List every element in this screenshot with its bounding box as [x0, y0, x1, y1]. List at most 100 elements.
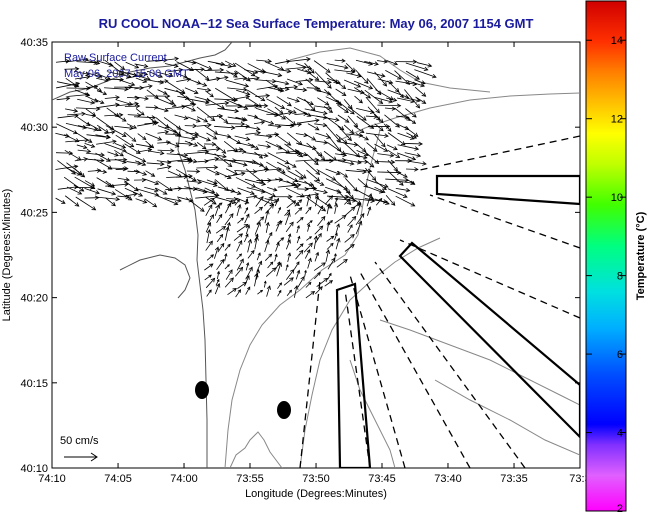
current-vector — [277, 289, 282, 297]
current-vector — [374, 71, 388, 87]
current-vector — [134, 63, 149, 69]
current-vector — [266, 267, 277, 277]
current-vector — [244, 178, 267, 186]
current-vector — [374, 186, 386, 193]
current-vector — [206, 289, 212, 297]
current-vector — [185, 197, 205, 212]
current-vector — [74, 74, 91, 80]
current-vector — [344, 159, 362, 165]
current-vector — [114, 61, 126, 71]
current-vector — [277, 182, 302, 188]
current-vector — [74, 168, 86, 178]
current-vector — [234, 169, 258, 174]
current-vector — [245, 130, 262, 136]
current-vector — [396, 97, 416, 104]
current-vector — [245, 262, 250, 271]
current-vector — [303, 242, 313, 253]
current-vector — [306, 169, 321, 182]
current-vector — [296, 216, 304, 224]
current-vector — [213, 246, 220, 259]
current-vector — [335, 88, 347, 96]
current-vector — [55, 164, 79, 170]
current-vector — [185, 131, 200, 137]
current-vector — [296, 243, 304, 251]
current-vector — [214, 71, 239, 76]
current-vector — [194, 61, 213, 71]
current-vector — [206, 229, 212, 244]
current-vector — [74, 131, 93, 143]
current-vector — [316, 277, 329, 288]
current-vector — [354, 95, 363, 104]
current-vector — [157, 148, 175, 153]
legend-subtitle: May 06, 2007 15:00 GMT — [64, 68, 189, 80]
current-vector — [317, 205, 324, 215]
current-vector — [397, 132, 415, 140]
current-vector — [334, 197, 338, 205]
current-vector — [334, 69, 356, 75]
current-vector — [197, 146, 221, 152]
current-vector — [266, 132, 280, 137]
current-vector — [227, 288, 237, 296]
current-vector — [234, 76, 248, 81]
current-vector — [204, 141, 217, 147]
current-vector — [225, 269, 233, 280]
current-vector — [326, 202, 331, 215]
current-vector — [177, 95, 190, 100]
current-vector — [263, 280, 267, 288]
y-tick-label: 40:30 — [20, 122, 48, 134]
current-vector — [285, 239, 291, 250]
current-vector — [314, 225, 324, 235]
current-vector — [233, 233, 244, 241]
current-vector — [74, 157, 89, 162]
current-vector — [256, 252, 261, 261]
current-vector — [336, 258, 348, 268]
current-vector — [295, 149, 308, 157]
current-vector — [214, 203, 221, 217]
current-vector — [266, 285, 271, 297]
current-vector — [313, 60, 331, 73]
current-vector — [115, 99, 133, 106]
current-vector — [293, 261, 300, 270]
current-vector — [105, 125, 127, 137]
current-vector — [276, 262, 283, 277]
current-vector — [165, 141, 180, 148]
current-vector — [205, 100, 230, 106]
current-vector — [405, 108, 417, 118]
current-vector — [287, 252, 292, 263]
current-vector — [333, 79, 347, 90]
current-vector — [104, 130, 116, 135]
current-vector — [214, 282, 221, 295]
current-vector — [386, 59, 399, 66]
current-vector — [326, 221, 331, 232]
current-vector — [334, 202, 339, 214]
current-vector — [387, 149, 401, 159]
current-vector — [155, 56, 180, 62]
current-vector — [334, 58, 346, 63]
current-vector — [295, 77, 314, 83]
current-vector — [286, 57, 311, 63]
current-vector — [275, 219, 282, 232]
current-vector — [205, 204, 213, 217]
current-vector — [396, 89, 404, 99]
current-vector — [64, 195, 80, 207]
current-vector — [306, 193, 312, 207]
current-vector — [356, 107, 375, 114]
current-vector — [187, 116, 201, 123]
current-vector — [395, 187, 411, 193]
current-vector — [264, 239, 270, 252]
contour-4 — [289, 47, 491, 93]
current-vector — [164, 197, 182, 203]
current-vector — [275, 149, 300, 154]
current-vector — [256, 260, 263, 272]
current-vector — [374, 123, 384, 132]
current-vector — [126, 123, 137, 129]
current-vector — [237, 103, 259, 109]
current-vector — [286, 200, 297, 209]
y-tick-label: 40:15 — [20, 378, 48, 390]
current-vector — [264, 71, 283, 78]
current-vector — [276, 169, 299, 183]
current-vector — [337, 160, 355, 166]
current-vector — [214, 75, 229, 81]
current-vector — [334, 232, 338, 241]
current-vector — [107, 71, 132, 79]
